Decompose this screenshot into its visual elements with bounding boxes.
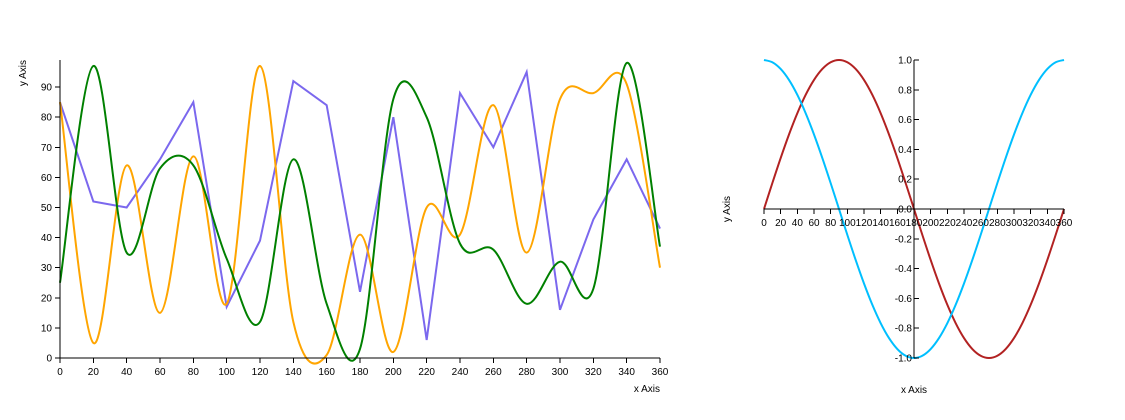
x-tick-label: 240	[452, 367, 469, 378]
y-tick-label: 60	[41, 173, 53, 184]
y-axis-title: y Axis	[722, 196, 733, 222]
y-tick-label: 0.0	[898, 205, 912, 216]
x-tick-label: 340	[1039, 218, 1056, 229]
x-tick-label: 20	[775, 218, 787, 229]
y-tick-label: 0	[46, 354, 52, 365]
x-tick-label: 320	[585, 367, 602, 378]
y-tick-label: -0.6	[895, 294, 913, 305]
x-tick-label: 240	[956, 218, 973, 229]
y-tick-label: 80	[41, 113, 53, 124]
x-axis-title: x Axis	[634, 384, 660, 395]
x-tick-label: 160	[889, 218, 906, 229]
line-chart-left: 0 10 20 30 40 50 60 70 80 90 0 20 40 60 80 100 120 140 160…	[18, 60, 669, 395]
x-tick-label: 0	[761, 218, 767, 229]
y-tick-label: 0.2	[898, 175, 912, 186]
x-tick-label: 260	[485, 367, 502, 378]
x-tick-label: 360	[652, 367, 669, 378]
x-tick-label: 280	[518, 367, 535, 378]
x-tick-label: 280	[989, 218, 1006, 229]
x-tick-label: 140	[872, 218, 889, 229]
y-tick-label: -0.2	[895, 234, 913, 245]
x-tick-label: 60	[808, 218, 820, 229]
x-tick-label: 80	[825, 218, 837, 229]
x-tick-label: 260	[972, 218, 989, 229]
y-tick-label: -1.0	[895, 354, 913, 365]
x-tick-label: 200	[922, 218, 939, 229]
x-tick-label: 20	[88, 367, 100, 378]
x-tick-label: 200	[385, 367, 402, 378]
x-axis-title: x Axis	[901, 385, 927, 396]
x-tick-label: 300	[552, 367, 569, 378]
x-tick-label: 40	[792, 218, 804, 229]
x-tick-label: 300	[1006, 218, 1023, 229]
x-tick-label: 360	[1056, 218, 1073, 229]
x-tick-label: 40	[121, 367, 133, 378]
x-tick-label: 140	[285, 367, 302, 378]
y-tick-label: 0.8	[898, 85, 912, 96]
x-tick-label: 180	[352, 367, 369, 378]
x-tick-label: 80	[188, 367, 200, 378]
x-tick-label: 100	[839, 218, 856, 229]
y-tick-label: 1.0	[898, 56, 912, 67]
y-tick-label: 0.6	[898, 115, 912, 126]
y-tick-label: 10	[41, 323, 53, 334]
x-tick-label: 320	[1022, 218, 1039, 229]
series-line-3	[59, 61, 661, 362]
x-tick-label: 220	[418, 367, 435, 378]
x-tick-label: 120	[252, 367, 269, 378]
y-tick-label: 90	[41, 83, 53, 94]
x-tick-label: 0	[57, 367, 63, 378]
x-tick-label: 220	[939, 218, 956, 229]
y-tick-label: 20	[41, 293, 53, 304]
trig-chart-right: -1.0-0.8-0.6-0.4-0.20.00.20.40.60.81.00 2…	[722, 56, 1073, 397]
x-tick-label: 180	[906, 218, 923, 229]
y-tick-label: 70	[41, 143, 53, 154]
y-axis-title: y Axis	[18, 60, 29, 86]
y-tick-label: 30	[41, 263, 53, 274]
y-tick-label: -0.8	[895, 324, 913, 335]
series-line-2	[59, 65, 661, 365]
x-tick-label: 60	[154, 367, 166, 378]
y-tick-label: 40	[41, 233, 53, 244]
y-tick-label: 0.4	[898, 145, 912, 156]
y-tick-label: 50	[41, 203, 53, 214]
series-line-1	[59, 68, 661, 341]
x-tick-label: 100	[218, 367, 235, 378]
x-tick-label: 340	[618, 367, 635, 378]
y-tick-label: -0.4	[895, 264, 913, 275]
x-tick-label: 120	[856, 218, 873, 229]
x-tick-label: 160	[318, 367, 335, 378]
